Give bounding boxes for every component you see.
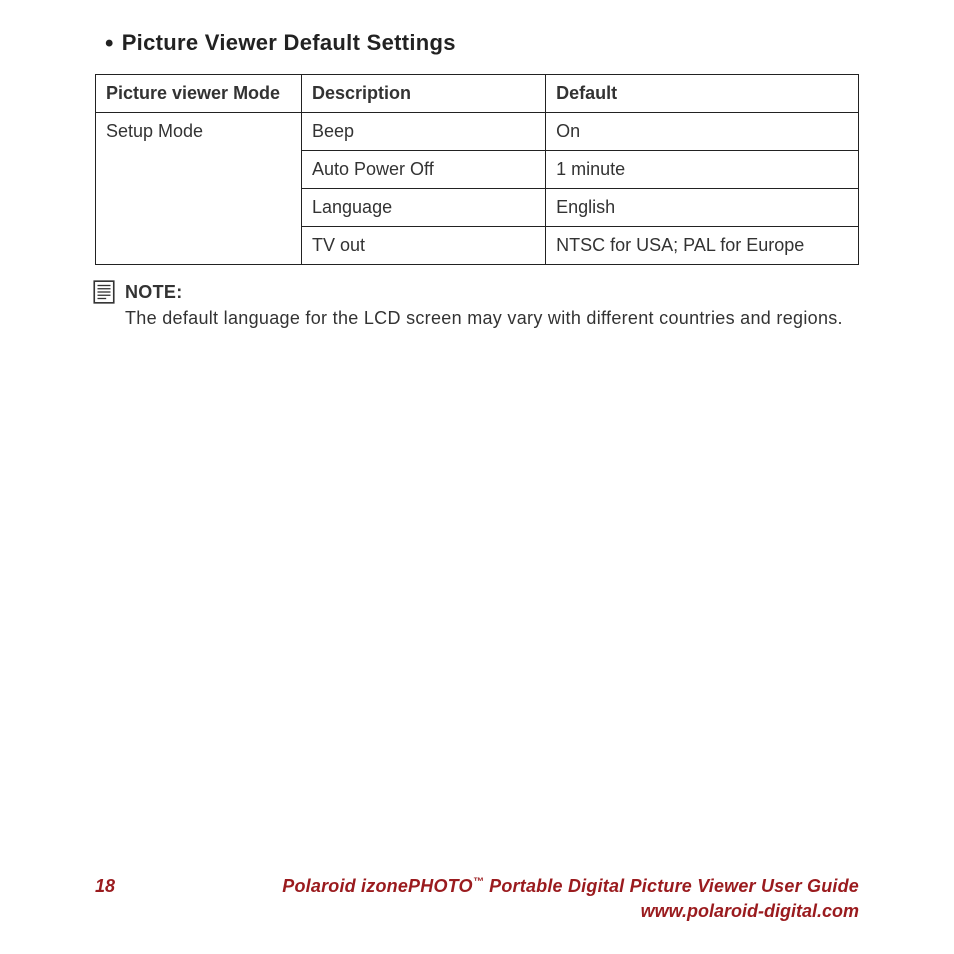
cell-mode: Setup Mode: [96, 113, 302, 265]
cell-default: English: [546, 189, 859, 227]
trademark-symbol: ™: [473, 876, 484, 888]
footer-line-1: 18 Polaroid izonePHOTO™ Portable Digital…: [95, 876, 859, 897]
cell-default: On: [546, 113, 859, 151]
table-row: Setup Mode Beep On: [96, 113, 859, 151]
cell-description: Beep: [302, 113, 546, 151]
page-footer: 18 Polaroid izonePHOTO™ Portable Digital…: [0, 876, 954, 922]
section-heading: • Picture Viewer Default Settings: [105, 30, 859, 56]
cell-default: 1 minute: [546, 151, 859, 189]
col-header-description: Description: [302, 75, 546, 113]
note-block: NOTE: The default language for the LCD s…: [95, 279, 859, 331]
page-number: 18: [95, 876, 115, 897]
cell-description: Language: [302, 189, 546, 227]
guide-title: Polaroid izonePHOTO™ Portable Digital Pi…: [205, 876, 859, 897]
heading-text: Picture Viewer Default Settings: [122, 30, 456, 55]
note-text: NOTE: The default language for the LCD s…: [125, 279, 843, 331]
note-label: NOTE:: [125, 282, 183, 302]
note-body: The default language for the LCD screen …: [125, 308, 843, 328]
cell-default: NTSC for USA; PAL for Europe: [546, 227, 859, 265]
note-icon: [91, 279, 117, 305]
col-header-mode: Picture viewer Mode: [96, 75, 302, 113]
cell-description: Auto Power Off: [302, 151, 546, 189]
col-header-default: Default: [546, 75, 859, 113]
bullet-icon: •: [105, 32, 114, 56]
footer-url: www.polaroid-digital.com: [95, 901, 859, 922]
guide-suffix: Portable Digital Picture Viewer User Gui…: [484, 876, 859, 896]
cell-description: TV out: [302, 227, 546, 265]
table-header-row: Picture viewer Mode Description Default: [96, 75, 859, 113]
guide-prefix: Polaroid izonePHOTO: [282, 876, 473, 896]
settings-table: Picture viewer Mode Description Default …: [95, 74, 859, 265]
